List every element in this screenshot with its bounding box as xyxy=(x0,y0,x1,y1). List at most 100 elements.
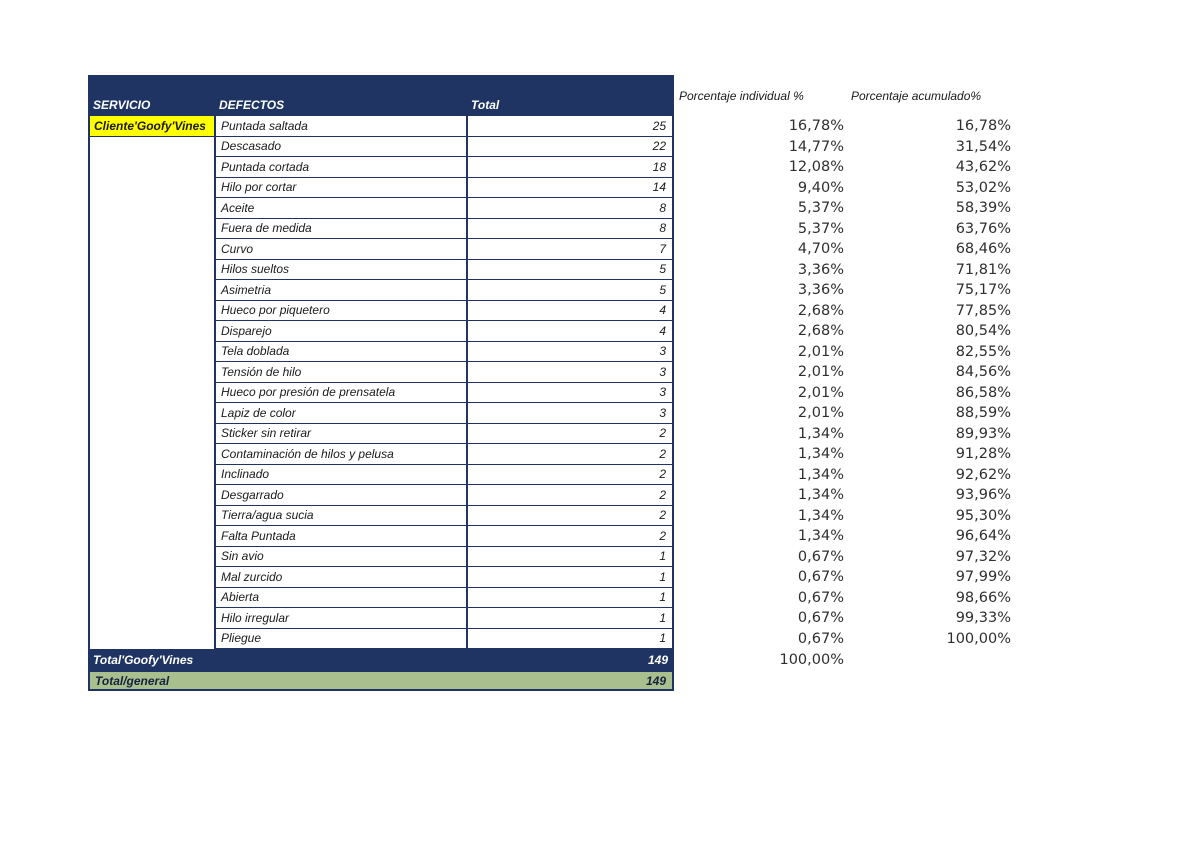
pct-acumulado-cell[interactable]: 100,00% xyxy=(946,630,1011,647)
pct-individual-cell[interactable]: 3,36% xyxy=(797,261,844,278)
pct-acumulado-cell[interactable]: 97,99% xyxy=(955,569,1011,586)
total-cell[interactable]: 22 xyxy=(466,136,674,157)
total-cell[interactable]: 2 xyxy=(466,485,674,506)
pct-acumulado-cell[interactable]: 99,33% xyxy=(955,610,1011,627)
servicio-cell[interactable] xyxy=(88,587,214,608)
defecto-cell[interactable]: Pliegue xyxy=(214,628,466,649)
pct-individual-cell[interactable]: 1,34% xyxy=(797,528,844,545)
pct-individual-cell[interactable]: 12,08% xyxy=(788,159,844,176)
defecto-cell[interactable]: Tierra/agua sucia xyxy=(214,505,466,526)
total-cell[interactable]: 4 xyxy=(466,300,674,321)
total-cell[interactable]: 5 xyxy=(466,259,674,280)
servicio-cell[interactable] xyxy=(88,341,214,362)
pct-acumulado-cell[interactable]: 58,39% xyxy=(955,200,1011,217)
pct-acumulado-cell[interactable]: 88,59% xyxy=(955,405,1011,422)
total-cell[interactable]: 3 xyxy=(466,341,674,362)
pct-individual-cell[interactable]: 9,40% xyxy=(797,179,844,196)
pct-individual-cell[interactable]: 0,67% xyxy=(797,610,844,627)
pct-individual-cell[interactable]: 5,37% xyxy=(797,220,844,237)
total-cell[interactable]: 3 xyxy=(466,382,674,403)
pct-acumulado-cell[interactable]: 91,28% xyxy=(955,446,1011,463)
servicio-cell[interactable] xyxy=(88,198,214,219)
pct-individual-cell[interactable]: 2,01% xyxy=(797,384,844,401)
pct-acumulado-cell[interactable]: 95,30% xyxy=(955,507,1011,524)
pct-acumulado-cell[interactable]: 53,02% xyxy=(955,179,1011,196)
total-cell[interactable]: 1 xyxy=(466,567,674,588)
pct-individual-cell[interactable]: 5,37% xyxy=(797,200,844,217)
servicio-cell[interactable] xyxy=(88,608,214,629)
servicio-cell[interactable] xyxy=(88,300,214,321)
defecto-cell[interactable]: Mal zurcido xyxy=(214,567,466,588)
defecto-cell[interactable]: Lapiz de color xyxy=(214,403,466,424)
pct-individual-cell[interactable]: 2,01% xyxy=(797,343,844,360)
total-cell[interactable]: 2 xyxy=(466,444,674,465)
header-cell-defectos[interactable]: DEFECTOS xyxy=(214,75,466,116)
total-cell[interactable]: 7 xyxy=(466,239,674,260)
total-cell[interactable]: 3 xyxy=(466,403,674,424)
servicio-cell[interactable] xyxy=(88,567,214,588)
servicio-cell[interactable] xyxy=(88,628,214,649)
total-cell[interactable]: 14 xyxy=(466,177,674,198)
defecto-cell[interactable]: Tela doblada xyxy=(214,341,466,362)
pct-acumulado-cell[interactable]: 93,96% xyxy=(955,487,1011,504)
defecto-cell[interactable]: Hilo irregular xyxy=(214,608,466,629)
pct-acumulado-cell[interactable]: 63,76% xyxy=(955,220,1011,237)
total-cell[interactable]: 25 xyxy=(466,116,674,137)
servicio-cell[interactable] xyxy=(88,280,214,301)
header-cell-pct-individual[interactable]: Porcentaje individual % xyxy=(674,75,846,116)
pct-individual-cell[interactable]: 1,34% xyxy=(797,507,844,524)
defecto-cell[interactable]: Fuera de medida xyxy=(214,218,466,239)
total-cell[interactable]: 3 xyxy=(466,362,674,383)
defecto-cell[interactable]: Descasado xyxy=(214,136,466,157)
pct-individual-cell[interactable]: 0,67% xyxy=(797,589,844,606)
pct-acumulado-cell[interactable]: 77,85% xyxy=(955,302,1011,319)
servicio-cell[interactable] xyxy=(88,505,214,526)
pct-acumulado-cell[interactable]: 92,62% xyxy=(955,466,1011,483)
servicio-cell[interactable] xyxy=(88,546,214,567)
servicio-cell[interactable] xyxy=(88,362,214,383)
servicio-cell[interactable]: Cliente'Goofy'Vines xyxy=(88,116,214,137)
pct-acumulado-cell[interactable]: 31,54% xyxy=(955,138,1011,155)
servicio-cell[interactable] xyxy=(88,136,214,157)
pct-acumulado-cell[interactable]: 98,66% xyxy=(955,589,1011,606)
servicio-cell[interactable] xyxy=(88,464,214,485)
defecto-cell[interactable]: Contaminación de hilos y pelusa xyxy=(214,444,466,465)
pct-individual-cell[interactable]: 2,01% xyxy=(797,364,844,381)
total-cell[interactable]: 8 xyxy=(466,198,674,219)
pct-acumulado-cell[interactable]: 16,78% xyxy=(955,118,1011,135)
pct-individual-cell[interactable]: 1,34% xyxy=(797,425,844,442)
pct-individual-cell[interactable]: 4,70% xyxy=(797,241,844,258)
defecto-cell[interactable]: Tensión de hilo xyxy=(214,362,466,383)
defecto-cell[interactable]: Falta Puntada xyxy=(214,526,466,547)
pct-individual-cell[interactable]: 1,34% xyxy=(797,487,844,504)
pct-individual-cell[interactable]: 16,78% xyxy=(788,118,844,135)
pct-individual-cell[interactable]: 0,67% xyxy=(797,569,844,586)
header-cell-pct-acumulado[interactable]: Porcentaje acumulado% xyxy=(846,75,1013,116)
pct-individual-cell[interactable]: 1,34% xyxy=(797,446,844,463)
servicio-cell[interactable] xyxy=(88,485,214,506)
header-cell-total[interactable]: Total xyxy=(466,75,674,116)
pct-individual-cell[interactable]: 2,68% xyxy=(797,323,844,340)
pct-individual-cell[interactable]: 2,01% xyxy=(797,405,844,422)
defecto-cell[interactable]: Hilo por cortar xyxy=(214,177,466,198)
servicio-cell[interactable] xyxy=(88,382,214,403)
grand-total-count[interactable]: 149 xyxy=(466,670,674,691)
defecto-cell[interactable]: Sticker sin retirar xyxy=(214,423,466,444)
pct-acumulado-cell[interactable]: 86,58% xyxy=(955,384,1011,401)
total-row-pct-individual[interactable]: 100,00% xyxy=(779,651,844,668)
pct-individual-cell[interactable]: 0,67% xyxy=(797,548,844,565)
grand-total-label[interactable]: Total/general xyxy=(88,670,214,691)
pct-individual-cell[interactable]: 14,77% xyxy=(788,138,844,155)
total-cell[interactable]: 1 xyxy=(466,628,674,649)
servicio-cell[interactable] xyxy=(88,423,214,444)
pct-individual-cell[interactable]: 2,68% xyxy=(797,302,844,319)
pct-individual-cell[interactable]: 3,36% xyxy=(797,282,844,299)
servicio-cell[interactable] xyxy=(88,321,214,342)
defecto-cell[interactable]: Desgarrado xyxy=(214,485,466,506)
defecto-cell[interactable]: Sin avio xyxy=(214,546,466,567)
defecto-cell[interactable]: Hilos sueltos xyxy=(214,259,466,280)
total-cell[interactable]: 5 xyxy=(466,280,674,301)
servicio-cell[interactable] xyxy=(88,239,214,260)
defecto-cell[interactable]: Aceite xyxy=(214,198,466,219)
pct-acumulado-cell[interactable]: 89,93% xyxy=(955,425,1011,442)
